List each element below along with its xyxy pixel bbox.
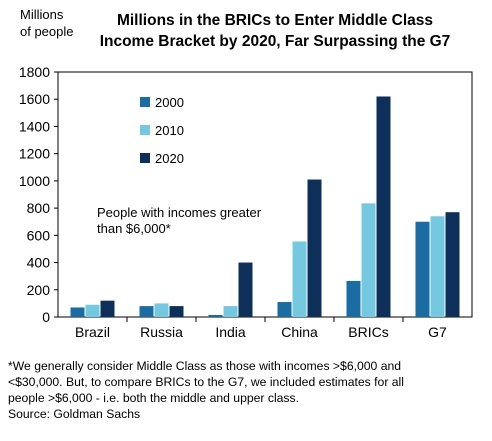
x-tick-label: Brazil — [75, 324, 110, 340]
legend-swatch-2000 — [140, 97, 150, 107]
bar-2000-india — [208, 314, 223, 317]
y-tick-label: 400 — [27, 255, 51, 271]
bar-2010-china — [292, 241, 307, 317]
chart-title-line-2: Income Bracket by 2020, Far Surpassing t… — [99, 33, 451, 50]
chart-title: Millions in the BRICs to Enter Middle Cl… — [60, 10, 490, 52]
bar-2010-brics — [361, 203, 376, 317]
bar-2000-russia — [139, 306, 154, 317]
x-tick-label: China — [281, 324, 318, 340]
y-tick-label: 1000 — [19, 173, 50, 189]
bar-2010-india — [223, 306, 238, 317]
bar-2010-russia — [154, 303, 169, 317]
legend-swatch-2010 — [140, 125, 150, 135]
y-tick-label: 200 — [27, 282, 51, 298]
bar-2020-brazil — [100, 300, 115, 317]
annotation-line: People with incomes greater — [97, 205, 262, 220]
chart-title-line-1: Millions in the BRICs to Enter Middle Cl… — [116, 12, 434, 29]
bar-2010-g7 — [430, 216, 445, 317]
x-tick-label: G7 — [428, 324, 447, 340]
footnote-line-2: <$30,000. But, to compare BRICs to the G… — [8, 375, 404, 389]
y-axis-label: Millions of people — [20, 6, 74, 40]
y-tick-label: 600 — [27, 227, 51, 243]
bar-2020-india — [238, 262, 253, 317]
bar-2020-g7 — [445, 212, 460, 317]
legend-label-2020: 2020 — [155, 151, 184, 166]
bar-2020-russia — [169, 306, 184, 317]
bar-2020-brics — [376, 96, 391, 317]
x-tick-label: Russia — [140, 324, 183, 340]
legend-label-2010: 2010 — [155, 123, 184, 138]
bar-2020-china — [307, 179, 322, 317]
bar-2000-china — [277, 302, 292, 317]
y-tick-label: 1800 — [19, 64, 50, 80]
footnote: *We generally consider Middle Class as t… — [8, 358, 490, 422]
y-tick-label: 0 — [42, 309, 50, 325]
footnote-line-3: people >$6,000 - i.e. both the middle an… — [8, 391, 300, 405]
annotation-line: than $6,000* — [97, 221, 171, 236]
x-tick-label: India — [215, 324, 246, 340]
legend-swatch-2020 — [140, 153, 150, 163]
y-tick-label: 1600 — [19, 91, 50, 107]
y-axis-label-line-1: Millions — [20, 7, 64, 22]
source-line: Source: Goldman Sachs — [8, 407, 141, 421]
bar-2010-brazil — [85, 304, 100, 317]
x-tick-label: BRICs — [348, 324, 388, 340]
bar-chart: 0 200 400 600 800 1000 1200 1400 1600 1800 Brazil R… — [19, 64, 473, 340]
bar-2000-brics — [346, 280, 361, 317]
y-axis-label-line-2: of people — [20, 24, 74, 39]
footnote-line-1: *We generally consider Middle Class as t… — [8, 359, 402, 373]
bar-2000-brazil — [70, 307, 85, 317]
y-tick-label: 1400 — [19, 118, 50, 134]
plot-frame — [57, 71, 473, 318]
y-tick-label: 800 — [27, 200, 51, 216]
y-tick-label: 1200 — [19, 146, 50, 162]
legend-label-2000: 2000 — [155, 95, 184, 110]
bar-2000-g7 — [415, 221, 430, 317]
